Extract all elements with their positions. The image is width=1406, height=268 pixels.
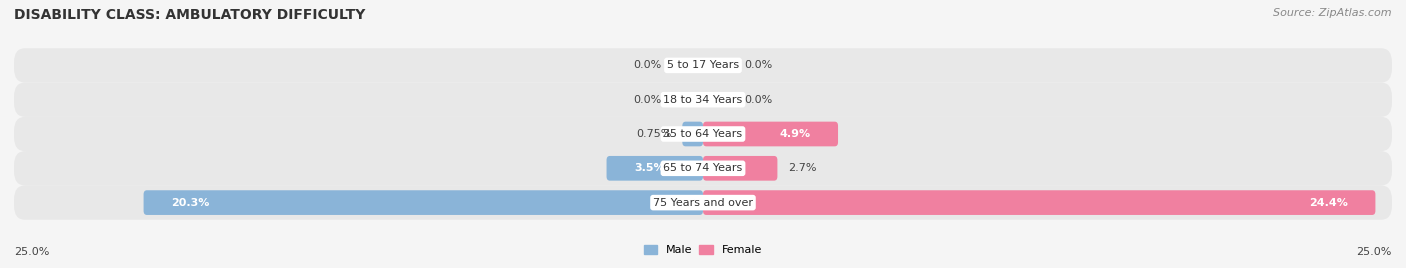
Text: 2.7%: 2.7% bbox=[789, 163, 817, 173]
FancyBboxPatch shape bbox=[14, 83, 1392, 117]
Text: 18 to 34 Years: 18 to 34 Years bbox=[664, 95, 742, 105]
FancyBboxPatch shape bbox=[703, 156, 778, 181]
Text: 20.3%: 20.3% bbox=[172, 198, 209, 208]
Text: 0.0%: 0.0% bbox=[634, 95, 662, 105]
Text: 35 to 64 Years: 35 to 64 Years bbox=[664, 129, 742, 139]
Text: 25.0%: 25.0% bbox=[14, 247, 49, 257]
Text: 0.0%: 0.0% bbox=[634, 60, 662, 70]
Text: Source: ZipAtlas.com: Source: ZipAtlas.com bbox=[1274, 8, 1392, 18]
Text: 0.75%: 0.75% bbox=[636, 129, 671, 139]
Text: 5 to 17 Years: 5 to 17 Years bbox=[666, 60, 740, 70]
FancyBboxPatch shape bbox=[14, 185, 1392, 220]
FancyBboxPatch shape bbox=[703, 122, 838, 146]
Text: 3.5%: 3.5% bbox=[634, 163, 665, 173]
Text: 65 to 74 Years: 65 to 74 Years bbox=[664, 163, 742, 173]
Text: 75 Years and over: 75 Years and over bbox=[652, 198, 754, 208]
FancyBboxPatch shape bbox=[14, 117, 1392, 151]
Text: DISABILITY CLASS: AMBULATORY DIFFICULTY: DISABILITY CLASS: AMBULATORY DIFFICULTY bbox=[14, 8, 366, 22]
Legend: Male, Female: Male, Female bbox=[640, 240, 766, 260]
Text: 0.0%: 0.0% bbox=[744, 60, 772, 70]
FancyBboxPatch shape bbox=[14, 48, 1392, 83]
FancyBboxPatch shape bbox=[14, 151, 1392, 185]
FancyBboxPatch shape bbox=[143, 190, 703, 215]
Text: 0.0%: 0.0% bbox=[744, 95, 772, 105]
FancyBboxPatch shape bbox=[606, 156, 703, 181]
Text: 25.0%: 25.0% bbox=[1357, 247, 1392, 257]
Text: 4.9%: 4.9% bbox=[779, 129, 810, 139]
FancyBboxPatch shape bbox=[682, 122, 703, 146]
FancyBboxPatch shape bbox=[703, 190, 1375, 215]
Text: 24.4%: 24.4% bbox=[1309, 198, 1348, 208]
